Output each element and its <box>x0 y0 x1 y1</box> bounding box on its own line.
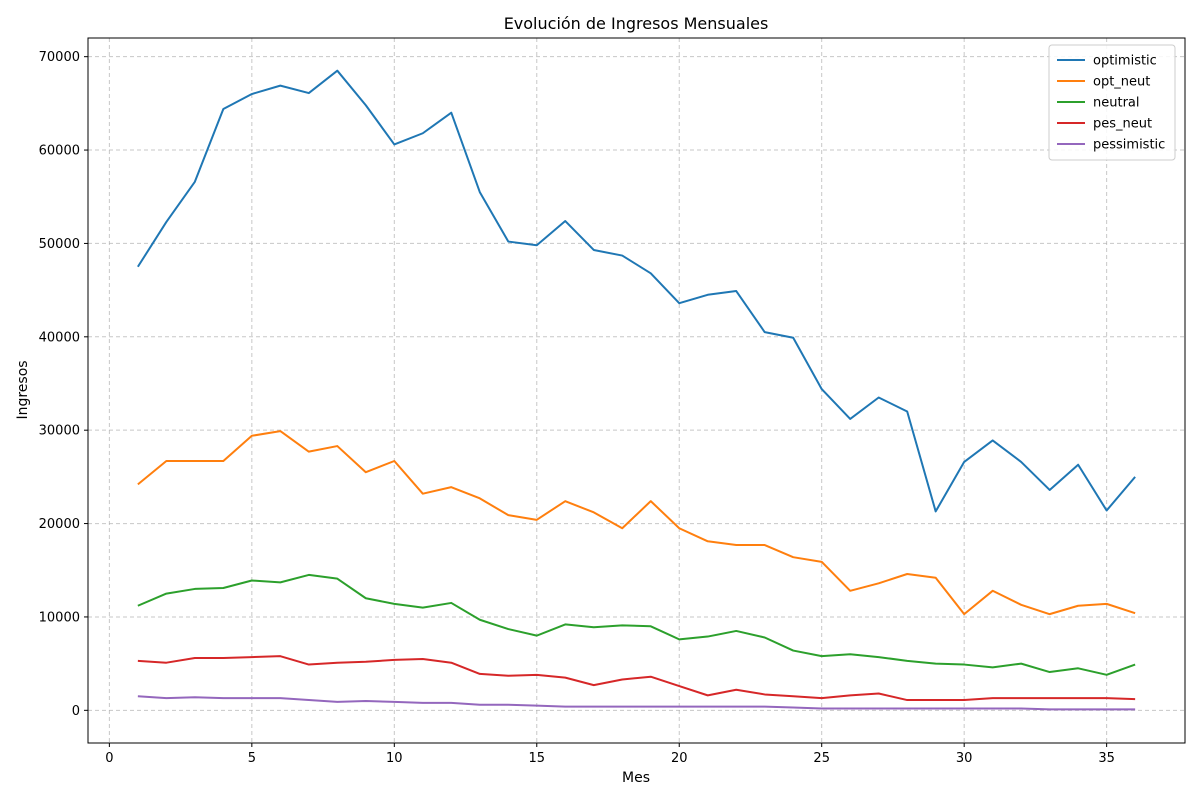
series-line-pessimistic <box>137 695 1136 711</box>
x-tick-label: 25 <box>813 751 830 766</box>
series-line-opt-neut <box>137 430 1136 616</box>
legend-label-optimistic: optimistic <box>1093 54 1157 69</box>
x-axis-label: Mes <box>622 770 650 786</box>
plot-frame <box>87 37 1186 744</box>
y-tick-label: 20000 <box>39 517 80 532</box>
y-tick-label: 0 <box>72 704 80 719</box>
y-tick-label: 30000 <box>39 424 80 439</box>
x-tick-label: 10 <box>386 751 403 766</box>
chart-title: Evolución de Ingresos Mensuales <box>504 14 769 33</box>
x-tick-label: 35 <box>1098 751 1115 766</box>
y-tick-label: 10000 <box>39 610 80 625</box>
y-axis-label: Ingresos <box>15 360 31 419</box>
axis-ticks: 0 5 10 15 20 25 30 35 0 10000 20000 30000 40000 50000… <box>39 50 1115 766</box>
grid-lines <box>88 38 1185 743</box>
legend-label-pessimistic: pessimistic <box>1093 138 1165 153</box>
x-tick-label: 30 <box>956 751 973 766</box>
y-tick-label: 50000 <box>39 237 80 252</box>
series-line-pes-neut <box>137 655 1136 702</box>
x-tick-label: 5 <box>248 751 256 766</box>
y-tick-label: 40000 <box>39 330 80 345</box>
legend-box <box>1048 44 1176 161</box>
legend-label-pes-neut: pes_neut <box>1093 117 1152 132</box>
y-tick-label: 60000 <box>39 144 80 159</box>
series-line-neutral <box>137 573 1136 676</box>
legend-label-neutral: neutral <box>1093 96 1140 111</box>
x-tick-label: 20 <box>671 751 688 766</box>
series-lines <box>137 69 1136 711</box>
x-tick-label: 15 <box>528 751 545 766</box>
legend-label-opt-neut: opt_neut <box>1093 75 1150 90</box>
y-tick-label: 70000 <box>39 50 80 65</box>
series-line-optimistic <box>137 69 1136 513</box>
x-tick-label: 0 <box>105 751 113 766</box>
